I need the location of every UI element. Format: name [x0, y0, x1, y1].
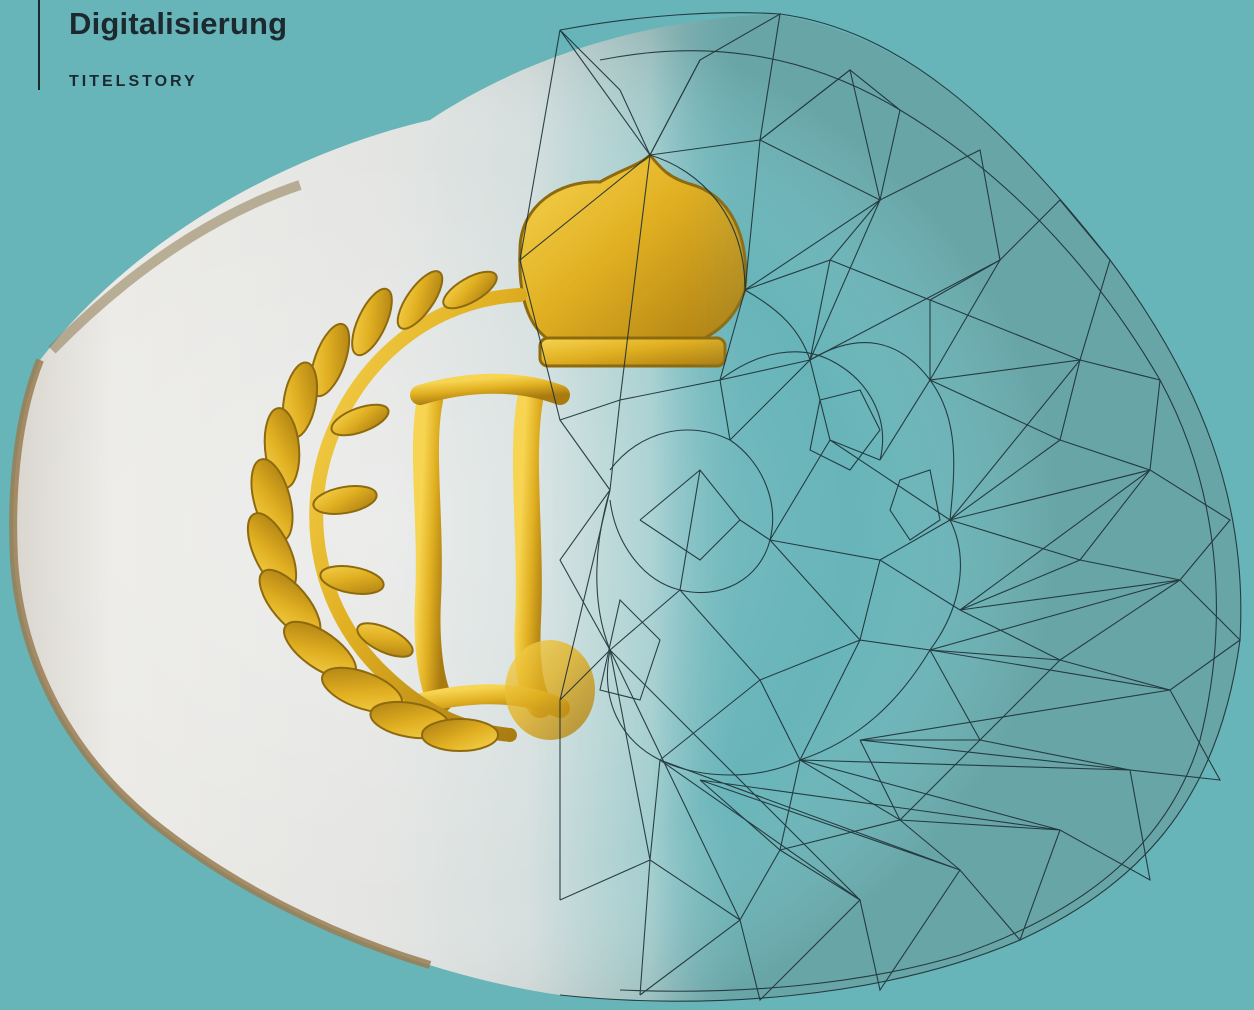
helmet-rim — [9, 358, 432, 969]
page-title: Digitalisierung — [69, 6, 288, 41]
golden-emblem — [246, 152, 748, 752]
header-divider-line — [38, 0, 40, 90]
section-label: TITELSTORY — [69, 73, 198, 90]
wireframe-mesh — [519, 12, 1242, 1002]
